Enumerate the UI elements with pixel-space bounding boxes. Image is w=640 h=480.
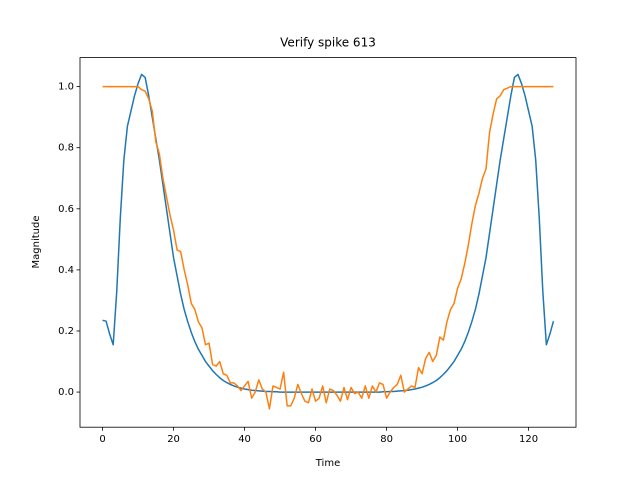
- x-tick-label: 40: [238, 434, 251, 445]
- y-tick-label: 0.0: [58, 387, 74, 398]
- y-tick-label: 0.4: [58, 265, 74, 276]
- series-line: [102, 85, 554, 410]
- x-tick-label: 0: [99, 434, 105, 445]
- y-axis-label: Magnitude: [31, 216, 42, 269]
- y-tick-label: 0.2: [58, 326, 74, 337]
- y-tick-label: 0.8: [58, 143, 74, 154]
- x-tick-label: 120: [519, 434, 538, 445]
- plot-frame: [79, 57, 577, 428]
- x-tick-label: 80: [380, 434, 393, 445]
- x-tick-label: 100: [448, 434, 467, 445]
- x-axis-label: Time: [315, 458, 340, 469]
- series-line: [102, 73, 555, 393]
- x-tick-label: 60: [309, 434, 322, 445]
- y-tick-label: 1.0: [58, 82, 74, 93]
- chart-title: Verify spike 613: [280, 36, 376, 50]
- y-tick-label: 0.6: [58, 204, 74, 215]
- x-tick-label: 20: [167, 434, 180, 445]
